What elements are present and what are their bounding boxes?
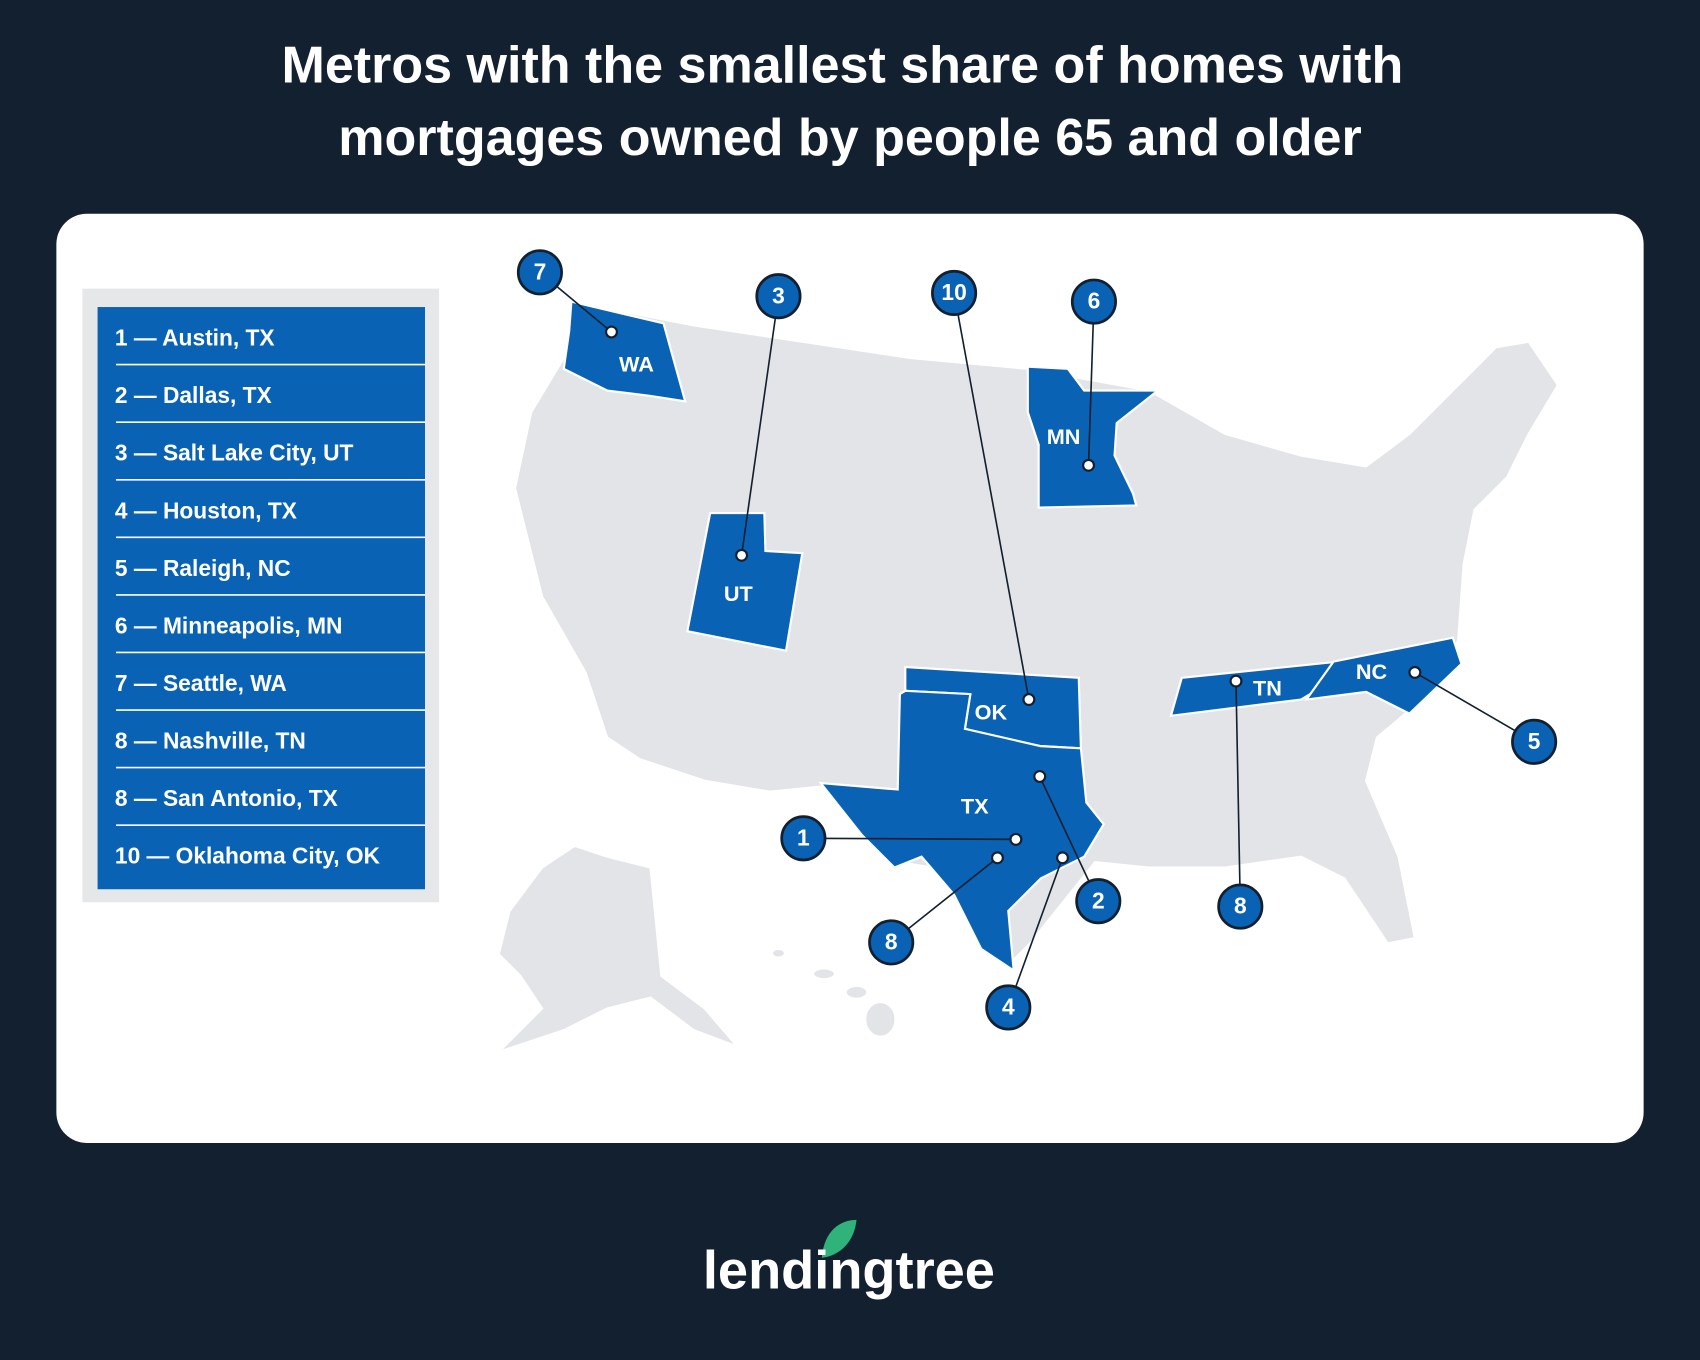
state-ut [686, 511, 804, 653]
hawaii [844, 984, 869, 1000]
marker-badge [931, 269, 978, 316]
marker-badge [1070, 278, 1117, 325]
marker-label: 3 [772, 282, 785, 308]
marker-badge [985, 984, 1032, 1031]
state-label: OK [975, 699, 1008, 724]
metro-dot [1022, 693, 1036, 707]
legend-entry: 6 — Minneapolis, MN [115, 612, 343, 638]
state-label: WA [619, 351, 654, 376]
marker-badge [780, 815, 827, 862]
marker-badge [1511, 718, 1558, 765]
leader-line [1235, 681, 1242, 907]
continental-us [513, 300, 1560, 967]
marker-label: 1 [797, 824, 810, 850]
metro-dot [1082, 458, 1096, 472]
marker-label: 7 [534, 258, 547, 284]
marker-label: 4 [1002, 994, 1015, 1020]
alaska [497, 844, 739, 1053]
metro-dot [735, 548, 749, 562]
hawaii [864, 1000, 897, 1038]
leader-line [1087, 301, 1095, 466]
state-label: TN [1253, 675, 1282, 700]
marker-label: 6 [1088, 288, 1101, 314]
hawaii [770, 947, 787, 959]
metro-dot [1229, 674, 1243, 688]
legend-entry: 1 — Austin, TX [115, 325, 275, 351]
state-label: MN [1047, 424, 1081, 449]
metro-dot [990, 851, 1004, 865]
state-label: UT [724, 581, 753, 606]
legend-entry: 3 — Salt Lake City, UT [115, 440, 354, 466]
state-wa [562, 300, 687, 403]
legend-panel [97, 307, 425, 890]
marker-badge [516, 249, 563, 296]
state-label: NC [1356, 659, 1388, 684]
marker-label: 10 [941, 279, 966, 305]
marker-badge [755, 273, 802, 320]
legend-entry: 8 — Nashville, TN [115, 728, 306, 754]
legend-entry: 10 — Oklahoma City, OK [115, 843, 381, 869]
metro-dot [1009, 832, 1023, 846]
hawaii [812, 967, 836, 981]
marker-badge [1217, 883, 1264, 930]
legend-entry: 7 — Seattle, WA [115, 670, 287, 696]
leader-line [1007, 857, 1064, 1008]
marker-label: 5 [1528, 728, 1541, 754]
metro-dot [1033, 769, 1047, 783]
marker-label: 2 [1092, 887, 1105, 913]
us-map [497, 300, 1560, 1053]
state-nc [1304, 636, 1463, 715]
legend-entry: 8 — San Antonio, TX [115, 785, 338, 811]
metro-dot [1408, 665, 1422, 679]
legend-entry: 5 — Raleigh, NC [115, 555, 291, 581]
state-mn [1026, 365, 1162, 509]
logo-leaf [821, 1219, 857, 1258]
title-line: Metros with the smallest share of homes … [282, 36, 1404, 94]
state-label: TX [961, 794, 989, 819]
marker-badge [868, 919, 915, 966]
legend-entry: 4 — Houston, TX [115, 497, 297, 523]
marker-label: 8 [1234, 893, 1247, 919]
highlighted-states [562, 300, 1463, 973]
state-tx [818, 689, 1106, 973]
brand-logo: lendingtree [703, 1240, 995, 1300]
leader-line [953, 292, 1030, 700]
metro-dot [604, 325, 618, 339]
marker-label: 8 [885, 928, 898, 954]
title-line: mortgages owned by people 65 and older [338, 109, 1361, 167]
metro-dot [1055, 851, 1070, 865]
marker-badge [1075, 878, 1122, 925]
legend-entry: 2 — Dallas, TX [115, 382, 272, 408]
leader-line [803, 837, 1016, 841]
leader-line [740, 296, 780, 556]
